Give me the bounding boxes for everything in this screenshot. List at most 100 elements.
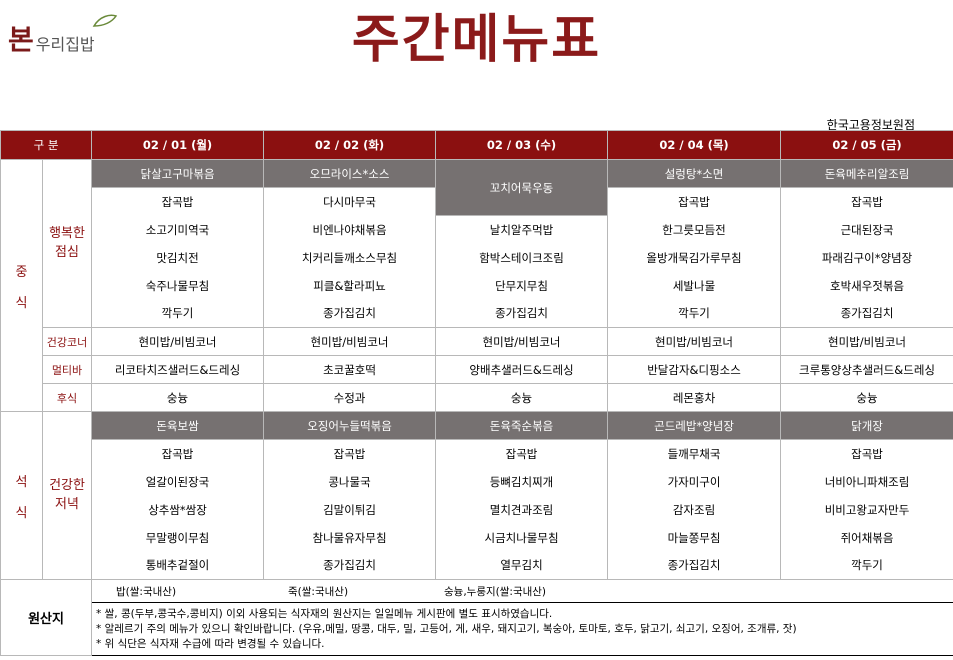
main-dish-cell: 곤드레밥*양념장 [607,411,782,440]
table-row: 통배추겉절이 종가집김치 열무김치 종가집김치 깍두기 [1,551,953,580]
menu-cell: 수정과 [263,383,437,412]
header-day: 02 / 01 (월) [91,130,265,160]
menu-cell: 쥐어채볶음 [780,523,953,552]
dessert-label: 후식 [41,383,93,412]
menu-cell: 종가집김치 [780,299,953,328]
table-row: 멀티바 리코타치즈샐러드&드레싱 초코꿀호떡 양배추샐러드&드레싱 반달감자&디… [1,355,953,384]
menu-cell: 너비아니파채조림 [780,467,953,496]
menu-cell: 현미밥/비빔코너 [435,327,609,356]
header-day: 02 / 02 (화) [263,130,437,160]
table-row: 잡곡밥 다시마무국 잡곡밥 잡곡밥 [1,187,953,216]
branch-name: 한국고용정보원점 [826,118,915,132]
menu-cell: 다시마무국 [263,187,437,216]
main-dish-cell: 오징어누들떡볶음 [263,411,437,440]
origin-item: 죽(쌀:국내산) [288,585,349,598]
menu-cell: 등뼈김치찌개 [435,467,609,496]
menu-cell: 잡곡밥 [607,187,782,216]
leaf-icon [92,14,118,27]
menu-cell: 잡곡밥 [91,187,265,216]
menu-cell: 콩나물국 [263,467,437,496]
menu-cell: 무말랭이무침 [91,523,265,552]
table-row: 후식 숭늉 수정과 숭늉 레몬홍차 숭늉 [1,383,953,412]
menu-cell: 근대된장국 [780,215,953,244]
menu-cell: 잡곡밥 [91,439,265,468]
table-row: 무말랭이무침 참나물유자무침 시금치나물무침 마늘쫑무침 쥐어채볶음 [1,523,953,552]
menu-cell: 현미밥/비빔코너 [263,327,437,356]
menu-cell: 파래김구이*양념장 [780,243,953,272]
menu-cell: 깍두기 [91,299,265,328]
origin-item: 밥(쌀:국내산) [116,585,177,598]
menu-cell: 종가집김치 [263,551,437,580]
menu-cell: 상추쌈*쌈장 [91,495,265,524]
logo-text: 우리집밥 [35,34,95,54]
menu-cell: 크루통양상추샐러드&드레싱 [780,355,953,384]
menu-cell: 들깨무채국 [607,439,782,468]
menu-cell: 종가집김치 [263,299,437,328]
header-day: 02 / 05 (금) [780,130,953,160]
menu-cell: 종가집김치 [607,551,782,580]
menu-cell: 비엔나야채볶음 [263,215,437,244]
main-dish-cell: 돈육보쌈 [91,411,265,440]
menu-cell: 피클&할라피뇨 [263,271,437,300]
origin-notes-row: * 쌀, 콩(두부,콩국수,콩비지) 이외 사용되는 식자재의 원산지는 일일메… [1,602,953,656]
origin-label: 원산지 [0,579,93,656]
menu-cell: 숙주나물무침 [91,271,265,300]
main-dish-cell: 돈육메추리알조림 [780,159,953,188]
main-dish-cell: 돈육죽순볶음 [435,411,609,440]
menu-cell: 잡곡밥 [780,439,953,468]
menu-cell: 날치알주먹밥 [435,215,609,244]
table-row: 숙주나물무침 피클&할라피뇨 단무지무침 세발나물 호박새우젓볶음 [1,271,953,300]
menu-cell: 숭늉 [435,383,609,412]
menu-cell: 현미밥/비빔코너 [607,327,782,356]
menu-cell: 잡곡밥 [780,187,953,216]
main-dish-cell: 오므라이스*소스 [263,159,437,188]
origin-note: * 위 식단은 식자재 수급에 따라 변경될 수 있습니다. [96,637,325,650]
weekly-menu-table: 구 분 02 / 01 (월) 02 / 02 (화) 02 / 03 (수) … [0,130,953,656]
page-title: 주간메뉴표 [351,10,602,70]
menu-cell: 함박스테이크조림 [435,243,609,272]
table-row: 건강코너 현미밥/비빔코너 현미밥/비빔코너 현미밥/비빔코너 현미밥/비빔코너… [1,327,953,356]
menu-cell: 깍두기 [780,551,953,580]
menu-cell: 깍두기 [607,299,782,328]
header-row: 구 분 02 / 01 (월) 02 / 02 (화) 02 / 03 (수) … [0,130,953,160]
menu-cell: 감자조림 [607,495,782,524]
header-gubun: 구 분 [0,130,93,160]
main-dish-cell: 닭개장 [780,411,953,440]
menu-cell: 현미밥/비빔코너 [780,327,953,356]
logo-mark: 본 [8,23,34,56]
menu-cell: 세발나물 [607,271,782,300]
health-corner-label: 건강코너 [41,327,93,356]
dinner-main-label: 건강한 저녁 [41,411,93,580]
menu-cell: 멸치견과조림 [435,495,609,524]
menu-cell: 양배추샐러드&드레싱 [435,355,609,384]
menu-cell: 시금치나물무침 [435,523,609,552]
menu-cell: 가자미구이 [607,467,782,496]
menu-cell: 반달감자&디핑소스 [607,355,782,384]
brand-logo: 본 우리집밥 [8,14,118,56]
main-dish-cell: 꼬치어묵우동 [435,159,609,216]
menu-cell: 통배추겉절이 [91,551,265,580]
origin-notes: * 쌀, 콩(두부,콩국수,콩비지) 이외 사용되는 식자재의 원산지는 일일메… [91,602,953,656]
menu-cell: 열무김치 [435,551,609,580]
menu-cell: 단무지무침 [435,271,609,300]
menu-cell: 종가집김치 [435,299,609,328]
menu-cell: 잡곡밥 [435,439,609,468]
menu-cell: 잡곡밥 [263,439,437,468]
table-row: 얼갈이된장국 콩나물국 등뼈김치찌개 가자미구이 너비아니파채조림 [1,467,953,496]
table-row: 맛김치전 치커리들깨소스무침 함박스테이크조림 올방개묵김가루무침 파래김구이*… [1,243,953,272]
table-row: 소고기미역국 비엔나야채볶음 날치알주먹밥 한그릇모듬전 근대된장국 [1,215,953,244]
main-dish-cell: 설렁탕*소면 [607,159,782,188]
menu-cell: 숭늉 [780,383,953,412]
menu-cell: 올방개묵김가루무침 [607,243,782,272]
menu-cell: 숭늉 [91,383,265,412]
menu-cell: 비비고왕교자만두 [780,495,953,524]
header-day: 02 / 04 (목) [607,130,782,160]
menu-cell: 김말이튀김 [263,495,437,524]
table-row: 상추쌈*쌈장 김말이튀김 멸치견과조림 감자조림 비비고왕교자만두 [1,495,953,524]
main-dish-cell: 닭살고구마볶음 [91,159,265,188]
menu-cell: 초코꿀호떡 [263,355,437,384]
menu-cell: 현미밥/비빔코너 [91,327,265,356]
